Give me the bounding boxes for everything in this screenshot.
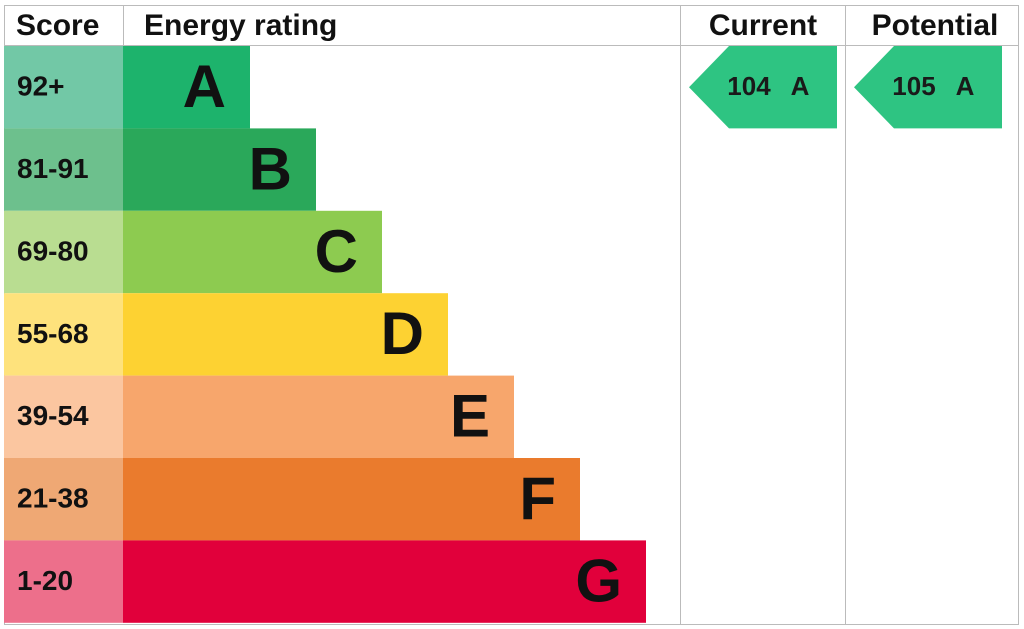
rating-bar (123, 46, 250, 129)
score-label: 21-38 (17, 483, 89, 514)
rating-letter: C (315, 218, 358, 285)
pointer-value: 104 (727, 71, 771, 101)
rating-letter: E (450, 383, 490, 450)
rating-pointer (854, 46, 1002, 129)
rating-letter: D (381, 300, 424, 367)
rating-bar (123, 540, 646, 623)
pointer-letter: A (791, 71, 810, 101)
score-cell (4, 375, 123, 458)
rating-bar (123, 210, 382, 294)
rating-bar (123, 293, 448, 376)
header-score: Score (16, 9, 99, 42)
score-cell (4, 46, 123, 129)
rating-letter: B (249, 135, 292, 202)
header-potential: Potential (872, 9, 999, 42)
pointer-value: 105 (892, 71, 935, 101)
score-label: 1-20 (17, 565, 73, 596)
rating-letter: G (575, 547, 622, 614)
score-cell (4, 540, 123, 623)
rating-bar (123, 375, 514, 458)
score-label: 55-68 (17, 318, 89, 349)
score-cell (4, 128, 123, 211)
score-cell (4, 293, 123, 376)
score-cell (4, 210, 123, 294)
score-label: 81-91 (17, 153, 89, 184)
score-label: 92+ (17, 71, 65, 102)
rating-letter: A (183, 53, 226, 120)
rating-letter: F (519, 465, 556, 532)
score-cell (4, 458, 123, 541)
rating-pointer (689, 46, 837, 129)
rating-bar (123, 458, 580, 541)
pointer-letter: A (956, 71, 975, 101)
score-label: 69-80 (17, 235, 89, 266)
rating-bar (123, 128, 316, 211)
header-current: Current (709, 9, 817, 42)
score-label: 39-54 (17, 400, 89, 431)
header-rating: Energy rating (144, 9, 337, 42)
